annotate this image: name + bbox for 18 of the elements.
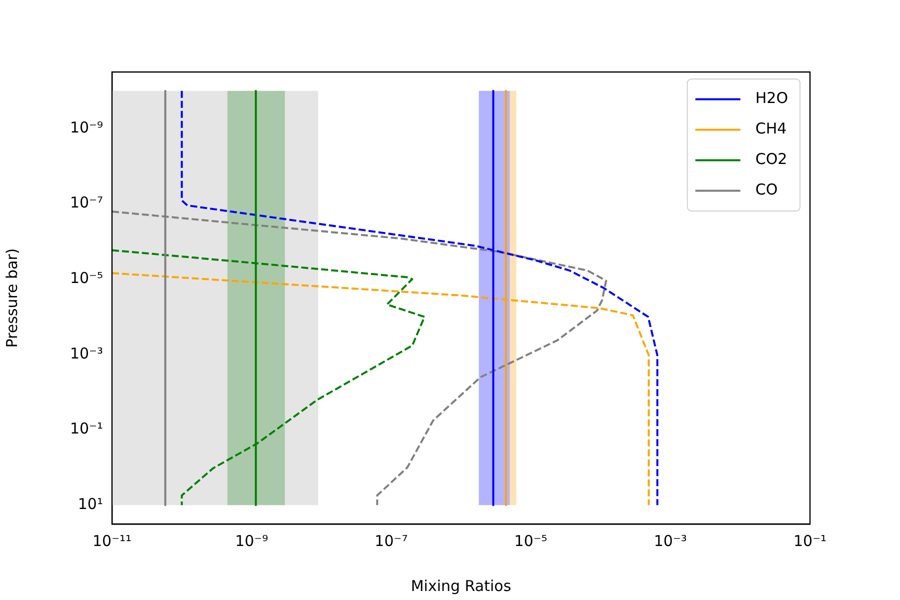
y-tick-label: 10⁻¹ [70, 420, 103, 438]
y-tick-label: 10⁻⁹ [70, 118, 103, 136]
y-axis-title: Pressure bar) [2, 248, 21, 348]
legend-label: CO2 [755, 150, 788, 168]
y-tick-label: 10⁻⁷ [70, 194, 103, 212]
y-tick-label: 10¹ [78, 495, 103, 514]
legend-label: CH4 [755, 120, 787, 138]
x-tick-label: 10⁻⁷ [374, 532, 408, 550]
y-tick-label: 10⁻³ [70, 344, 103, 362]
x-axis-title: Mixing Ratios [410, 576, 512, 595]
legend-label: H2O [755, 89, 788, 108]
x-tick-label: 10⁻⁵ [514, 532, 548, 550]
y-tick-label: 10⁻⁵ [70, 269, 103, 288]
legend-label: CO [755, 180, 778, 199]
x-tick-label: 10⁻¹¹ [92, 532, 132, 550]
x-tick-label: 10⁻³ [654, 532, 687, 550]
x-tick-label: 10⁻¹ [793, 532, 827, 550]
x-tick-label: 10⁻⁹ [235, 532, 268, 550]
